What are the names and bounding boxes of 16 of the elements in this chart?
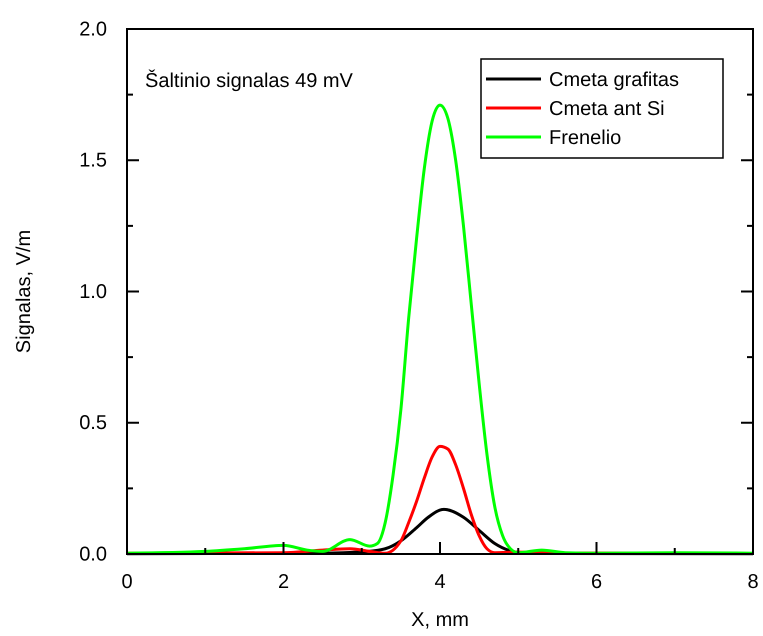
- y-tick-label: 0.5: [79, 412, 107, 434]
- legend-label: Cmeta grafitas: [549, 69, 680, 91]
- x-tick-label: 8: [747, 571, 759, 594]
- legend-label: Cmeta ant Si: [549, 98, 665, 120]
- y-axis-title: Signalas, V/m: [13, 230, 35, 354]
- x-tick-label: 0: [121, 571, 133, 594]
- x-tick-label: 4: [434, 571, 446, 594]
- y-tick-label: 2.0: [79, 18, 107, 40]
- y-tick-label: 0.0: [79, 543, 107, 566]
- y-tick-label: 1.5: [79, 150, 107, 172]
- x-tick-label: 2: [278, 571, 290, 594]
- legend-label: Frenelio: [549, 127, 622, 149]
- annotation: Šaltinio signalas 49 mV: [145, 69, 354, 92]
- x-axis-title: X, mm: [411, 609, 469, 631]
- y-tick-label: 1.0: [79, 280, 107, 303]
- x-tick-label: 6: [590, 571, 602, 594]
